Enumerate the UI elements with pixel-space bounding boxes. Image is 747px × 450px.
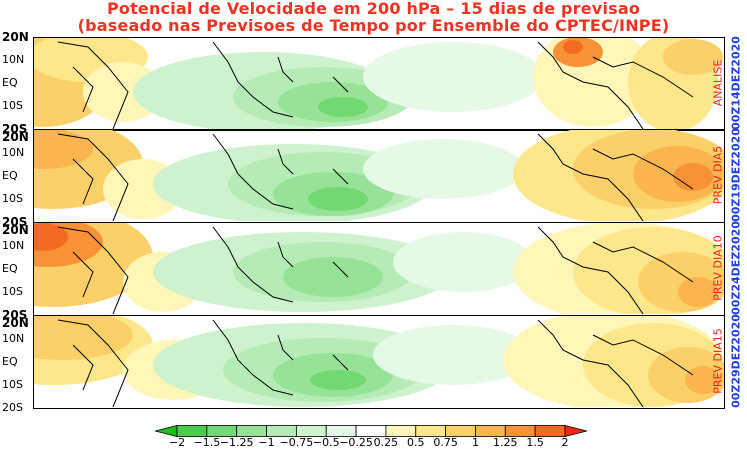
colorbar-segment <box>564 425 587 437</box>
lat-label: EQ <box>2 355 18 368</box>
lat-label: 20N <box>2 30 29 44</box>
map-panel-analise <box>33 37 725 129</box>
colorbar-label: −1.5 <box>193 436 221 449</box>
map-panel-prev-dia15 <box>33 315 725 407</box>
panel-date-analise: 00Z14DEZ2020 <box>729 36 743 130</box>
lat-label: 10N <box>2 53 25 66</box>
map-subtitle: (baseado nas Previsoes de Tempo por Ense… <box>77 16 670 35</box>
map-panel-prev-dia5 <box>33 129 725 221</box>
colorbar-label: −0.75 <box>279 436 314 449</box>
colorbar-label: −0.25 <box>339 436 373 449</box>
panel-label-prev-dia5: PREV DIA5 <box>711 145 725 205</box>
colorbar-segment <box>445 425 476 437</box>
velocity-potential-map <box>33 222 725 314</box>
colorbar-label: −2 <box>168 436 186 449</box>
colorbar-segment <box>155 425 178 437</box>
lat-label: EQ <box>2 169 18 182</box>
lat-label: 20N <box>2 130 29 144</box>
panel-label-prev-dia10: PREV DIA10 <box>711 235 725 301</box>
colorbar-segment <box>176 425 208 437</box>
lat-label: EQ <box>2 76 18 89</box>
lat-label: 10S <box>2 192 23 205</box>
panel-date-prev-dia5: 00Z19DEZ2020 <box>729 128 743 222</box>
lat-label: EQ <box>2 262 18 275</box>
lat-label: 20S <box>2 401 23 414</box>
colorbar-segment <box>385 425 417 437</box>
lat-label: 20N <box>2 223 29 237</box>
map-title: Potencial de Velocidade em 200 hPa – 15 … <box>106 0 641 18</box>
colorbar-label: 0.5 <box>407 436 425 449</box>
colorbar-label: 0.75 <box>433 436 458 449</box>
panel-date-prev-dia15: 00Z29DEZ2020 <box>729 314 743 408</box>
lat-label: 10S <box>2 378 23 391</box>
colorbar-label: −1 <box>258 436 275 449</box>
colorbar-segment <box>206 425 238 437</box>
colorbar-label: 1 <box>471 436 479 449</box>
lat-label: 20N <box>2 316 29 330</box>
colorbar-segment <box>236 425 267 437</box>
panel-date-prev-dia10: 00Z24DEZ2020 <box>729 221 743 315</box>
colorbar-segment <box>325 425 357 437</box>
colorbar-label: 0.25 <box>373 436 399 449</box>
lat-label: 10N <box>2 332 25 345</box>
colorbar-segment <box>355 425 387 437</box>
lat-label: 10N <box>2 146 25 159</box>
colorbar-segment <box>295 425 327 437</box>
lat-label: 10N <box>2 239 25 252</box>
colorbar-segment <box>504 425 536 437</box>
velocity-potential-map <box>33 37 723 129</box>
velocity-potential-map <box>33 129 725 221</box>
colorbar-label: 1.25 <box>493 436 518 449</box>
colorbar-label: 2 <box>561 436 569 449</box>
colorbar-label: 1.5 <box>526 436 544 449</box>
lat-label: 10S <box>2 99 23 112</box>
velocity-potential-map <box>33 315 725 407</box>
colorbar-segment <box>534 425 566 437</box>
colorbar-segment <box>475 425 506 437</box>
lat-label: 20S <box>2 308 28 322</box>
lat-label: 20S <box>2 122 28 136</box>
colorbar-label: −0.5 <box>312 436 340 449</box>
panel-label-prev-dia15: PREV DIA15 <box>711 328 725 394</box>
colorbar <box>155 425 587 437</box>
map-panel-prev-dia10 <box>33 222 725 314</box>
lat-label: 20S <box>2 215 28 229</box>
colorbar-label: −1.25 <box>219 436 254 449</box>
panel-label-analise: ANALISE <box>711 59 725 107</box>
colorbar-segment <box>266 425 297 437</box>
lat-label: 10S <box>2 285 23 298</box>
colorbar-segment <box>415 425 447 437</box>
